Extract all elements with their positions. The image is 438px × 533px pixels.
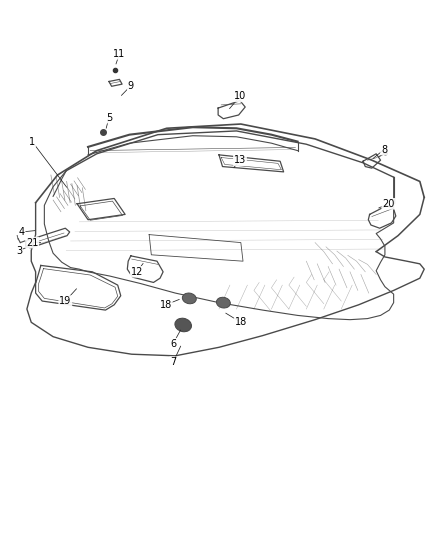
Text: 12: 12	[131, 267, 143, 277]
Text: 18: 18	[235, 317, 247, 327]
Text: 13: 13	[234, 155, 246, 165]
Ellipse shape	[175, 318, 191, 332]
Text: 6: 6	[170, 338, 176, 349]
Text: 3: 3	[16, 246, 22, 255]
Ellipse shape	[216, 297, 230, 308]
Text: 10: 10	[234, 91, 246, 101]
Text: 7: 7	[170, 357, 176, 367]
Text: 20: 20	[382, 199, 395, 209]
Text: 21: 21	[26, 238, 38, 247]
Text: 5: 5	[106, 112, 112, 123]
Text: 4: 4	[18, 227, 25, 237]
Text: 9: 9	[128, 81, 134, 91]
Text: 18: 18	[159, 300, 172, 310]
Text: 8: 8	[381, 144, 387, 155]
Text: 11: 11	[113, 49, 126, 59]
Text: 19: 19	[59, 296, 71, 306]
Text: 1: 1	[29, 136, 35, 147]
Ellipse shape	[182, 293, 196, 304]
